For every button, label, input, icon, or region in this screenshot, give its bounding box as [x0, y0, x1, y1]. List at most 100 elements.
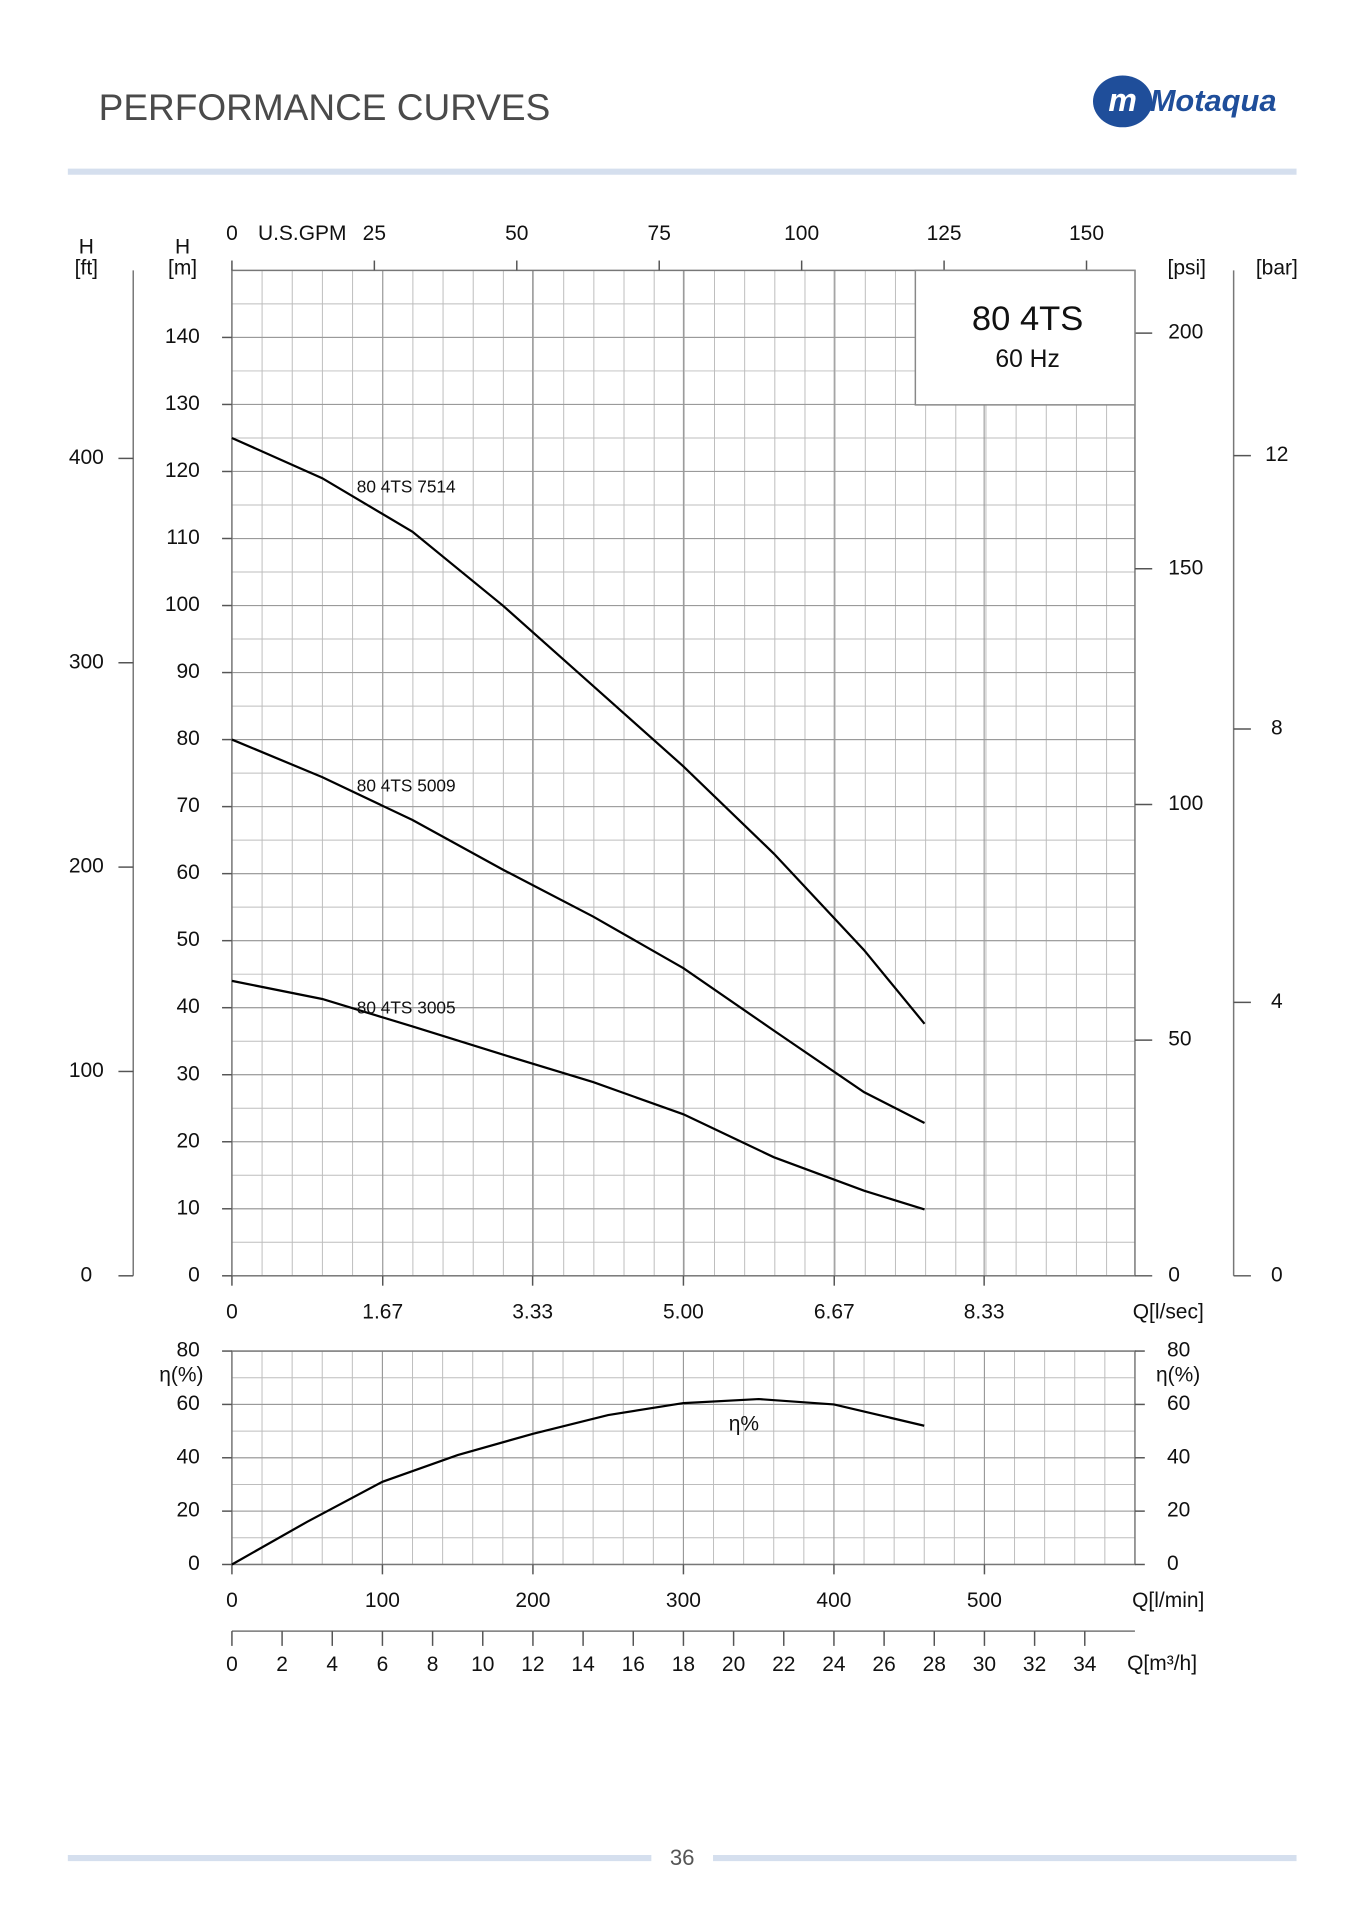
axis-tick-label: 24 [822, 1653, 846, 1676]
x-tick-label: 200 [515, 1589, 550, 1612]
y-tick-label: 50 [177, 928, 200, 951]
logo-emblem [1093, 75, 1153, 128]
axis-tick-label: 2 [276, 1653, 288, 1676]
y-tick-label: 20 [177, 1129, 200, 1152]
axis-tick-label: 8 [1271, 717, 1283, 740]
x-tick-label: 100 [365, 1589, 400, 1612]
curve [231, 979, 925, 1211]
x-tick-label: 300 [666, 1589, 701, 1612]
y-tick-label: 40 [1167, 1445, 1190, 1468]
axis-tick-label: 12 [521, 1653, 544, 1676]
axis-tick-label: 200 [69, 855, 104, 878]
y-axis-label: H [175, 236, 190, 259]
y-tick-label: 120 [165, 459, 200, 482]
axis-unit: [psi] [1168, 257, 1206, 280]
y-tick-label: 60 [1167, 1392, 1190, 1415]
axis-tick-label: 30 [973, 1653, 996, 1676]
y-tick-label: 140 [165, 325, 200, 348]
y-tick-label: 60 [177, 1392, 200, 1415]
y-tick-label: 0 [1167, 1552, 1179, 1575]
y-tick-label: 0 [188, 1552, 200, 1575]
axis-tick-label: 20 [722, 1653, 745, 1676]
logo: m Motaqua [1093, 75, 1277, 128]
top-tick-label: 0 [226, 222, 238, 245]
axis-tick-label: 0 [1168, 1263, 1180, 1286]
axis-tick-label: 200 [1168, 321, 1203, 344]
curve-label: 80 4TS 3005 [357, 997, 456, 1017]
chart-subtitle: 60 Hz [995, 346, 1059, 373]
y-tick-label: 0 [188, 1263, 200, 1286]
curve-label: 80 4TS 5009 [357, 776, 456, 796]
x-tick-label: 0 [226, 1589, 238, 1612]
axis-tick-label: 6 [377, 1653, 389, 1676]
axis-tick-label: 0 [1271, 1263, 1283, 1286]
axis-tick-label: 34 [1073, 1653, 1097, 1676]
axis-label: H [79, 236, 94, 259]
axis-tick-label: 22 [772, 1653, 795, 1676]
axis-unit: [bar] [1256, 257, 1298, 280]
axis-tick-label: 100 [69, 1059, 104, 1082]
top-tick-label: 125 [927, 222, 962, 245]
y-tick-label: 40 [177, 995, 200, 1018]
y-tick-label: 80 [177, 727, 200, 750]
x-tick-label: 0 [226, 1300, 238, 1323]
axis-tick-label: 400 [69, 446, 104, 469]
axis-tick-label: 18 [672, 1653, 695, 1676]
y-tick-label: 20 [1167, 1499, 1190, 1522]
y-tick-label: 80 [1167, 1339, 1190, 1362]
y-tick-label: 70 [177, 794, 200, 817]
axis-tick-label: 14 [571, 1653, 595, 1676]
axis-tick-label: 8 [427, 1653, 439, 1676]
axis-tick-label: 100 [1168, 792, 1203, 815]
y-tick-label: 20 [177, 1499, 200, 1522]
x-tick-label: 400 [816, 1589, 851, 1612]
axis-unit: [ft] [75, 257, 98, 280]
top-tick-label: 75 [648, 222, 671, 245]
axis-tick-label: 12 [1265, 443, 1288, 466]
top-tick-label: 150 [1069, 222, 1104, 245]
axis-tick-label: 26 [872, 1653, 895, 1676]
axis-tick-label: 28 [923, 1653, 946, 1676]
axis-tick-label: 50 [1168, 1028, 1191, 1051]
axis-tick-label: 0 [81, 1263, 93, 1286]
axis-label: Q[m³/h] [1127, 1652, 1197, 1675]
top-tick-label: 25 [363, 222, 386, 245]
x-tick-label: 500 [967, 1589, 1002, 1612]
axis-tick-label: 150 [1168, 556, 1203, 579]
y-tick-label: 90 [177, 660, 200, 683]
x-axis-label: Q[l/min] [1132, 1589, 1204, 1612]
y-axis-unit: [m] [168, 257, 197, 280]
curve [231, 1397, 925, 1566]
x-tick-label: 5.00 [663, 1300, 704, 1323]
y-tick-label: 10 [177, 1196, 200, 1219]
curve [231, 738, 926, 1124]
y-axis-label: η(%) [1156, 1363, 1200, 1386]
axis-tick-label: 300 [69, 650, 104, 673]
y-tick-label: 80 [177, 1339, 200, 1362]
axis-tick-label: 32 [1023, 1653, 1046, 1676]
page-number: 36 [670, 1845, 695, 1870]
axis-tick-label: 16 [622, 1653, 645, 1676]
axis-tick-label: 10 [471, 1653, 494, 1676]
x-axis-label: Q[l/sec] [1133, 1300, 1204, 1323]
top-axis-label: U.S.GPM [258, 222, 347, 245]
x-tick-label: 6.67 [814, 1300, 855, 1323]
top-tick-label: 100 [784, 222, 819, 245]
top-tick-label: 50 [505, 222, 528, 245]
page-title: PERFORMANCE CURVES [99, 87, 551, 128]
y-tick-label: 130 [165, 392, 200, 415]
y-axis-label: η(%) [159, 1363, 203, 1386]
y-tick-label: 40 [177, 1445, 200, 1468]
axis-tick-label: 4 [326, 1653, 338, 1676]
logo-text: Motaqua [1150, 83, 1277, 118]
curve [231, 436, 926, 1025]
axis-tick-label: 4 [1271, 990, 1283, 1013]
y-tick-label: 30 [177, 1062, 200, 1085]
x-tick-label: 8.33 [964, 1300, 1005, 1323]
x-tick-label: 1.67 [362, 1300, 403, 1323]
curve-label: η% [729, 1413, 759, 1436]
logo-mark: m [1108, 82, 1137, 118]
chart-title: 80 4TS [972, 300, 1083, 338]
y-tick-label: 110 [166, 526, 199, 549]
